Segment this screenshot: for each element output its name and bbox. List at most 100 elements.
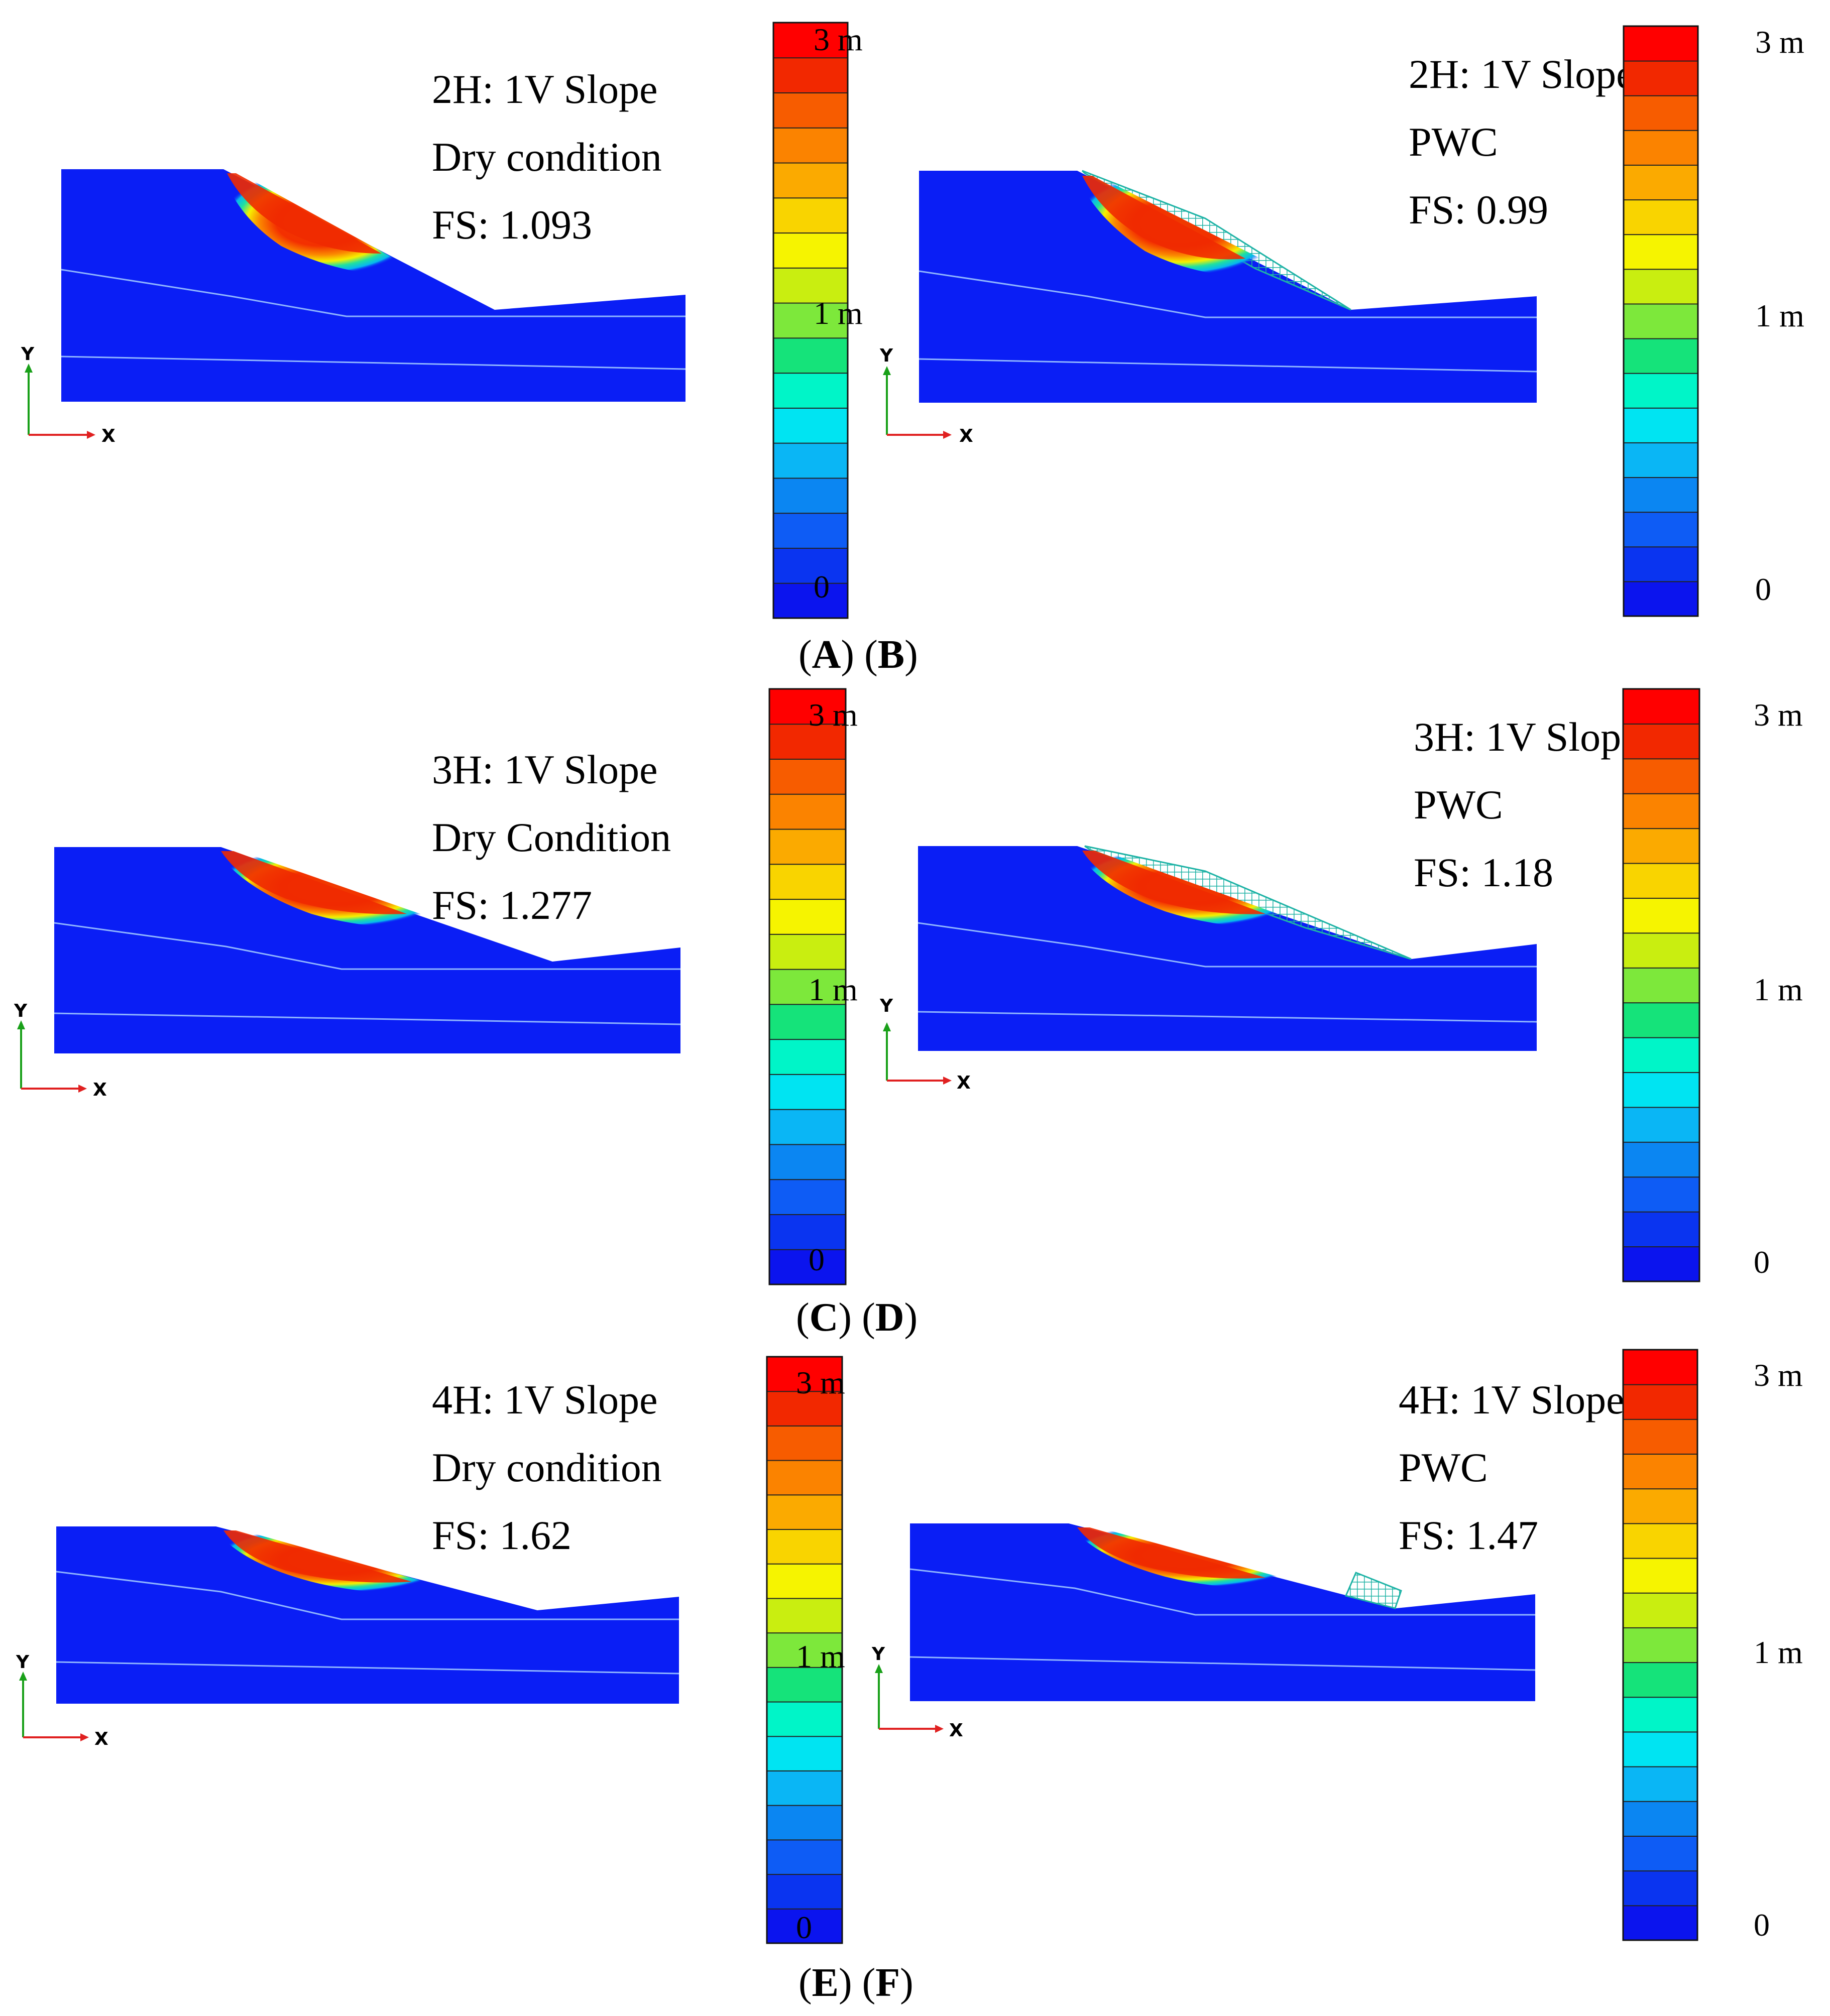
scale-band — [766, 1839, 843, 1875]
scale-mid-label: 1 m — [1754, 1634, 1803, 1670]
scale-band — [1623, 758, 1700, 794]
slip-core — [223, 1530, 412, 1583]
x-arrowhead — [80, 1733, 89, 1741]
scale-band — [1623, 338, 1698, 374]
scale-band — [1623, 477, 1698, 513]
scale-frame — [1622, 1349, 1698, 1941]
x-axis-label: X — [93, 1080, 107, 1100]
scale-band — [1623, 1349, 1698, 1385]
soil-model — [918, 846, 1537, 1051]
scale-frame — [1622, 688, 1700, 1282]
layer-boundary-lower — [54, 1012, 681, 1025]
panel-E: Y X 4H: 1V Slope Dry condition FS: 1.62 … — [16, 1356, 845, 1945]
scale-band — [1623, 1002, 1700, 1038]
slope-ratio-label: 2H: 1V Slope — [432, 66, 658, 112]
scale-band — [769, 828, 846, 865]
y-arrowhead — [883, 366, 891, 375]
panel-caption-CD: (C) (D) — [796, 1295, 918, 1340]
layer-boundary-upper — [54, 922, 680, 970]
scale-band — [1623, 1211, 1700, 1248]
scale-mid-label: 1 m — [1755, 298, 1804, 333]
scale-band — [1623, 268, 1698, 305]
layer-boundary-lower — [909, 1656, 1536, 1671]
scale-band — [1623, 1662, 1698, 1698]
color-scale-bar — [768, 688, 847, 1285]
panel-D: Y X 3H: 1V Slope PWC FS: 1.18 3 m 1 m 0 — [879, 688, 1803, 1282]
scale-band — [1623, 130, 1698, 166]
xy-axis-triad: Y X — [21, 344, 116, 446]
scale-band — [766, 1425, 843, 1461]
scale-band — [1623, 546, 1698, 582]
scale-mid-label: 1 m — [809, 972, 858, 1007]
soil-model — [54, 847, 680, 1053]
condition-label: Dry condition — [432, 134, 662, 180]
x-axis-label: X — [949, 1720, 963, 1741]
scale-band — [769, 933, 846, 970]
factor-of-safety-label: FS: 1.62 — [432, 1512, 571, 1558]
scale-band — [773, 512, 848, 549]
factor-of-safety-label: FS: 1.47 — [1399, 1512, 1538, 1558]
layer-boundary-upper — [919, 270, 1537, 318]
scale-band — [1623, 1141, 1700, 1178]
x-arrowhead — [87, 431, 95, 439]
scale-band — [769, 1003, 846, 1040]
caption-left-letter: A — [812, 633, 841, 677]
scale-band — [1623, 688, 1700, 725]
scale-band — [773, 442, 848, 479]
scale-band — [1623, 1522, 1698, 1559]
condition-label: Dry condition — [432, 1445, 662, 1490]
slope-ratio-label: 4H: 1V Slope — [1399, 1377, 1625, 1422]
scale-band — [1623, 1558, 1698, 1594]
condition-label: PWC — [1409, 119, 1498, 165]
x-axis-label: X — [101, 426, 116, 446]
slip-core — [221, 851, 407, 914]
layer-boundary-lower — [918, 1011, 1537, 1023]
scale-band — [1623, 1418, 1698, 1455]
scale-band — [1623, 95, 1698, 131]
scale-bottom-label: 0 — [1754, 1244, 1770, 1280]
scale-band — [773, 547, 848, 584]
scale-band — [769, 1143, 846, 1180]
scale-band — [766, 1805, 843, 1841]
caption-mid: ) ( — [841, 633, 877, 677]
scale-bottom-label: 0 — [814, 569, 830, 605]
scale-band — [1623, 580, 1698, 617]
x-arrowhead — [78, 1085, 87, 1093]
scale-band — [766, 1667, 843, 1703]
caption-left-letter: C — [810, 1295, 839, 1340]
scale-top-label: 3 m — [1755, 24, 1804, 60]
scale-bottom-label: 0 — [796, 1910, 812, 1945]
xy-axis-triad: Y X — [879, 996, 971, 1093]
scale-band — [1623, 1627, 1698, 1664]
scale-band — [1623, 1176, 1700, 1213]
scale-band — [773, 477, 848, 514]
slope-ratio-label: 4H: 1V Slope — [432, 1377, 658, 1422]
scale-band — [1623, 26, 1698, 62]
scale-band — [773, 582, 848, 619]
condition-label: PWC — [1414, 782, 1503, 827]
factor-of-safety-label: FS: 1.18 — [1414, 850, 1553, 895]
scale-band — [1623, 199, 1698, 235]
scale-band — [1623, 303, 1698, 339]
slope-ratio-label: 3H: 1V Slope — [1414, 714, 1640, 760]
caption-open: ( — [798, 633, 812, 677]
scale-band — [1623, 897, 1700, 934]
scale-band — [769, 758, 846, 795]
caption-open: ( — [798, 1961, 812, 2005]
condition-label: PWC — [1399, 1445, 1488, 1490]
scale-top-label: 3 m — [1754, 1357, 1803, 1393]
color-scale-bar — [772, 22, 849, 619]
scale-band — [769, 793, 846, 830]
y-axis-label: Y — [879, 996, 893, 1016]
scale-bottom-label: 0 — [1755, 571, 1771, 607]
layer-boundary-lower — [56, 1661, 679, 1675]
scale-frame — [1623, 25, 1699, 617]
scale-band — [1623, 1766, 1698, 1802]
caption-open: ( — [796, 1295, 810, 1340]
panel-F: Y X 4H: 1V Slope PWC FS: 1.47 3 m 1 m 0 — [871, 1349, 1803, 1943]
y-arrowhead — [883, 1022, 891, 1031]
y-axis-label: Y — [21, 344, 35, 365]
y-axis-label: Y — [871, 1644, 885, 1665]
scale-band — [1623, 1696, 1698, 1733]
caption-right-letter: D — [875, 1295, 904, 1340]
